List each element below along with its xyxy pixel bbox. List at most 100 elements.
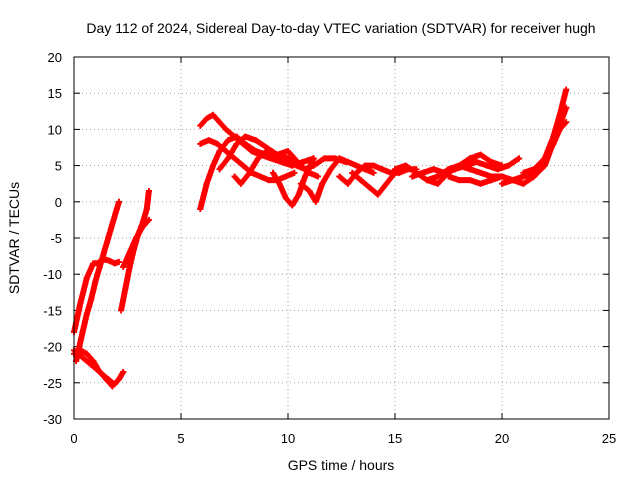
y-tick-label: 15	[48, 86, 62, 101]
data-point	[265, 177, 272, 184]
data-point	[83, 350, 90, 357]
data-point	[306, 187, 313, 194]
data-point	[430, 166, 437, 173]
data-point	[353, 162, 360, 169]
data-point	[96, 368, 103, 375]
data-point	[252, 137, 259, 144]
y-tick-label: -20	[43, 340, 62, 355]
data-point	[126, 249, 133, 256]
data-point	[225, 137, 232, 144]
series-track-13	[297, 155, 377, 205]
data-point	[357, 177, 364, 184]
data-point	[276, 180, 283, 187]
data-point	[231, 173, 238, 180]
data-point	[231, 155, 238, 162]
data-point	[289, 202, 296, 209]
data-point	[499, 173, 505, 180]
data-point	[111, 260, 118, 267]
data-point	[122, 285, 129, 292]
series-track-6	[120, 216, 152, 270]
data-point	[477, 180, 484, 187]
grid-lines	[74, 57, 609, 419]
series-track-4	[71, 347, 116, 390]
data-point	[563, 86, 570, 93]
data-point	[556, 126, 563, 133]
data-point	[319, 180, 326, 187]
data-point	[79, 354, 86, 361]
data-point	[197, 122, 204, 129]
series-trail	[120, 216, 152, 270]
data-point	[374, 191, 381, 198]
data-point	[336, 155, 343, 162]
data-point	[257, 173, 264, 180]
data-point	[310, 155, 317, 162]
data-point	[477, 169, 484, 176]
data-point	[556, 111, 563, 118]
data-point	[349, 169, 356, 176]
y-tick-label: 20	[48, 50, 62, 65]
data-point	[205, 137, 212, 144]
data-point	[336, 173, 343, 180]
x-tick-label: 5	[177, 431, 184, 446]
data-point	[231, 133, 238, 140]
data-point	[434, 180, 441, 187]
data-point	[83, 311, 90, 318]
data-point	[197, 206, 204, 213]
data-point	[321, 155, 328, 162]
x-tick-label: 20	[495, 431, 509, 446]
y-tick-label: -15	[43, 303, 62, 318]
data-point	[466, 155, 473, 162]
x-tick-label: 15	[388, 431, 402, 446]
data-point	[216, 166, 223, 173]
data-point	[314, 173, 321, 180]
data-point	[499, 162, 505, 169]
data-point	[107, 258, 114, 265]
data-point	[83, 274, 90, 281]
data-point	[344, 180, 351, 187]
data-point	[100, 249, 107, 256]
data-series	[71, 86, 570, 390]
chart-title: Day 112 of 2024, Sidereal Day-to-day VTE…	[86, 20, 595, 36]
data-point	[145, 187, 152, 194]
data-point	[370, 162, 377, 169]
x-tick-label: 0	[70, 431, 77, 446]
series-track-5	[118, 187, 152, 314]
x-axis-label: GPS time / hours	[288, 457, 395, 473]
data-point	[383, 180, 390, 187]
data-point	[434, 173, 441, 180]
data-point	[473, 158, 480, 165]
data-point	[466, 177, 473, 184]
data-point	[105, 235, 112, 241]
x-tick-label: 10	[281, 431, 295, 446]
data-point	[278, 158, 285, 165]
data-point	[118, 307, 125, 314]
data-point	[419, 169, 426, 176]
data-point	[499, 180, 505, 187]
plot-frame	[73, 56, 610, 420]
y-tick-label: -25	[43, 376, 62, 391]
data-point	[90, 358, 97, 365]
data-point	[488, 177, 495, 184]
data-point	[210, 111, 217, 118]
data-point	[370, 169, 377, 176]
data-point	[445, 173, 452, 180]
data-point	[516, 155, 523, 162]
y-axis-label: SDTVAR / TECUs	[6, 182, 22, 294]
data-point	[550, 140, 557, 147]
y-tick-label: 5	[55, 159, 62, 174]
data-point	[216, 119, 223, 126]
data-point	[563, 119, 570, 126]
data-point	[109, 220, 116, 227]
data-point	[505, 162, 512, 169]
data-point	[115, 376, 122, 383]
data-point	[210, 162, 217, 169]
data-point	[312, 198, 319, 205]
data-point	[285, 148, 291, 155]
data-point	[297, 162, 304, 169]
y-tick-label: -30	[43, 412, 62, 427]
data-point	[115, 198, 122, 205]
data-point	[240, 140, 247, 147]
data-point	[77, 300, 84, 307]
data-point	[225, 155, 232, 162]
data-point	[488, 158, 495, 165]
